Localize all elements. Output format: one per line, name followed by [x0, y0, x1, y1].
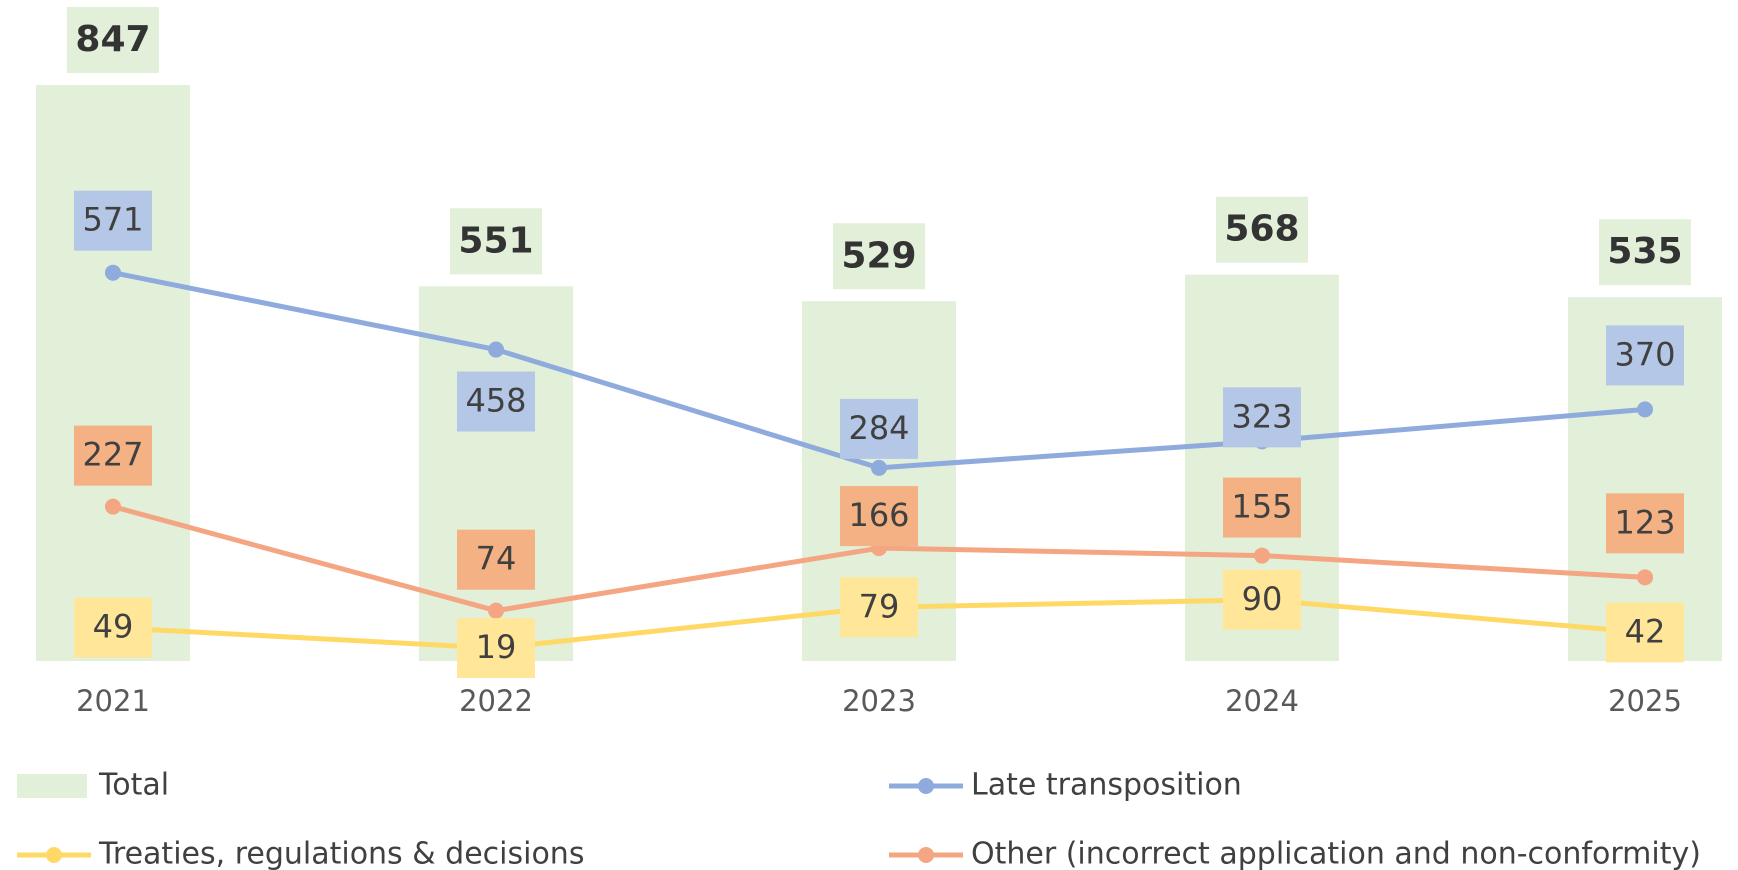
data-label: 323	[1231, 397, 1292, 435]
total-label-box	[67, 7, 159, 73]
data-label-box	[457, 371, 535, 432]
data-label-box	[840, 486, 918, 547]
data-label-box	[1606, 325, 1684, 386]
data-label-box	[1223, 569, 1301, 630]
total-label: 529	[841, 235, 916, 276]
data-label: 19	[476, 628, 517, 666]
total-label-box	[1599, 219, 1691, 286]
legend-label: Total	[98, 768, 169, 803]
data-label: 227	[82, 436, 143, 474]
data-label: 74	[476, 540, 517, 578]
data-label: 123	[1614, 503, 1675, 541]
data-label: 284	[848, 409, 909, 447]
point	[871, 459, 887, 476]
total-label-box	[833, 223, 925, 290]
legend-swatch	[17, 774, 87, 798]
data-label: 42	[1625, 612, 1666, 650]
data-label-box	[457, 618, 535, 679]
data-label-box	[457, 529, 535, 590]
data-label: 458	[465, 382, 526, 420]
data-label-box	[840, 577, 918, 638]
total-label: 535	[1607, 231, 1682, 272]
legend-marker	[918, 847, 934, 863]
total-label: 568	[1224, 209, 1299, 250]
data-label-box	[74, 190, 152, 251]
data-label-box	[1223, 387, 1301, 448]
total-label-box	[1216, 196, 1308, 263]
legend-label: Treaties, regulations & decisions	[98, 837, 584, 870]
total-label-box	[450, 208, 542, 275]
x-tick-label: 2021	[76, 684, 150, 718]
data-label: 155	[1231, 488, 1292, 526]
point	[1637, 401, 1653, 418]
data-label: 79	[859, 587, 900, 625]
x-tick-label: 2022	[459, 684, 533, 718]
bar	[36, 85, 190, 661]
data-label: 49	[93, 608, 134, 646]
point	[1254, 547, 1270, 564]
legend-marker	[918, 778, 934, 794]
data-label: 90	[1242, 580, 1283, 618]
point	[488, 602, 504, 619]
legend-marker	[46, 847, 62, 863]
point	[488, 341, 504, 358]
data-label: 370	[1614, 335, 1675, 373]
data-label-box	[74, 425, 152, 486]
legend-label: Other (incorrect application and non-con…	[971, 837, 1701, 870]
data-label-box	[1223, 477, 1301, 538]
data-label: 166	[848, 496, 909, 534]
data-label-box	[1606, 602, 1684, 663]
data-label-box	[1606, 493, 1684, 554]
legend-label: Late transposition	[971, 768, 1242, 803]
point	[1637, 569, 1653, 586]
x-tick-label: 2023	[842, 684, 916, 718]
total-label: 847	[75, 19, 150, 60]
point	[105, 498, 121, 515]
data-label: 571	[82, 201, 143, 239]
total-label: 551	[458, 220, 533, 261]
x-tick-label: 2025	[1608, 684, 1682, 718]
data-label-box	[74, 597, 152, 658]
point	[105, 264, 121, 281]
x-tick-label: 2024	[1225, 684, 1299, 718]
data-label-box	[840, 398, 918, 459]
